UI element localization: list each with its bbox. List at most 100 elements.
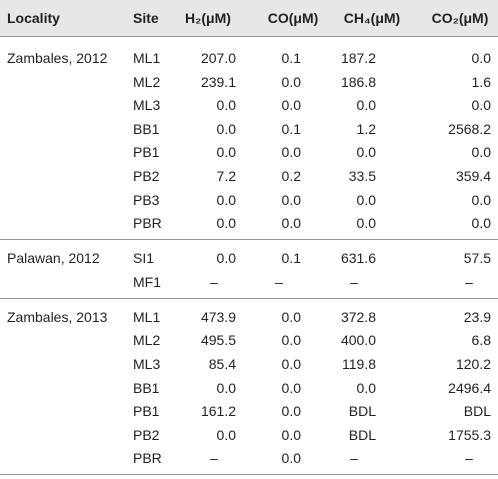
value: 0.0 [216, 120, 236, 137]
value: 6.8 [471, 332, 491, 349]
site: ML3 [133, 97, 161, 114]
value: 186.8 [340, 73, 376, 90]
locality: Zambales, 2013 [7, 308, 108, 325]
value: 7.2 [216, 168, 236, 184]
value: 0.0 [281, 215, 301, 232]
value: 0.0 [216, 426, 236, 443]
header-background [0, 0, 498, 36]
value: 0.0 [216, 215, 236, 232]
value: 495.5 [200, 332, 236, 349]
value: 23.9 [463, 308, 491, 325]
value: 187.2 [340, 50, 376, 66]
value: 631.6 [340, 250, 376, 267]
value: 372.8 [340, 308, 376, 325]
column-header: CO₂(μM) [431, 10, 489, 26]
value: 119.8 [342, 356, 376, 372]
site: BB1 [133, 120, 160, 137]
value: – [350, 450, 358, 467]
value: – [275, 273, 283, 290]
value: 0.0 [471, 50, 491, 66]
site: PB3 [133, 191, 160, 208]
value: 0.0 [281, 379, 301, 396]
locality: Zambales, 2012 [7, 50, 108, 66]
column-header: H₂(μM) [185, 10, 231, 26]
value: 207.0 [200, 50, 236, 66]
value: 0.0 [216, 144, 236, 161]
value: 0.0 [471, 191, 491, 208]
value: 0.0 [356, 191, 376, 208]
value: 2496.4 [448, 379, 491, 396]
locality: Palawan, 2012 [7, 250, 100, 267]
group-rule [0, 239, 498, 241]
value: 0.0 [281, 403, 301, 420]
group-rule [0, 297, 498, 299]
site: PB2 [133, 168, 160, 184]
site: PB2 [133, 426, 160, 443]
value: 33.5 [348, 168, 376, 184]
value: – [465, 450, 473, 467]
value: 0.1 [281, 120, 301, 137]
value: 0.0 [281, 191, 301, 208]
value: 0.0 [216, 250, 236, 267]
value: 0.0 [356, 379, 376, 396]
value: 0.0 [356, 215, 376, 232]
value: 0.0 [471, 144, 491, 161]
value: 0.0 [216, 379, 236, 396]
header-rule [0, 36, 498, 37]
column-header: CH₄(μM) [343, 10, 401, 26]
site: BB1 [133, 379, 160, 396]
value: 0.1 [281, 50, 301, 66]
value: 0.1 [281, 250, 301, 267]
value: 400.0 [340, 332, 376, 349]
value: 0.0 [356, 97, 376, 114]
value: 120.2 [455, 356, 491, 372]
value: BDL [348, 426, 376, 443]
value: 85.4 [208, 356, 236, 372]
site: ML1 [133, 50, 161, 66]
value: 239.1 [200, 73, 236, 90]
site: SI1 [133, 250, 155, 267]
site: ML3 [133, 356, 161, 372]
value: 473.9 [200, 308, 236, 325]
column-header: Locality [7, 10, 60, 26]
value: 57.5 [463, 250, 491, 267]
value: 0.0 [471, 215, 491, 232]
column-header: Site [133, 10, 159, 26]
column-header: CO(μM) [267, 10, 319, 26]
site: PBR [133, 215, 162, 232]
site: PB1 [133, 144, 160, 161]
value: 0.0 [281, 73, 301, 90]
value: – [210, 273, 218, 290]
value: 0.0 [281, 308, 301, 325]
value: – [465, 273, 473, 290]
value: 0.0 [281, 97, 301, 114]
site: PBR [133, 450, 162, 467]
value: 0.0 [216, 97, 236, 114]
value: 0.0 [356, 144, 376, 161]
value: 1755.3 [448, 426, 491, 443]
value: 0.0 [471, 97, 491, 114]
value: 1.2 [356, 120, 376, 137]
value: 0.0 [281, 332, 301, 349]
value: 0.0 [281, 450, 301, 467]
value: 0.0 [216, 191, 236, 208]
site: ML2 [133, 73, 161, 90]
value: 0.0 [281, 426, 301, 443]
value: 161.2 [200, 403, 236, 420]
site: ML1 [133, 308, 161, 325]
value: 0.2 [281, 168, 301, 184]
site: PB1 [133, 403, 160, 420]
value: 0.0 [281, 356, 301, 372]
value: 0.0 [281, 144, 301, 161]
value: 2568.2 [448, 120, 491, 137]
value: BDL [348, 403, 376, 420]
value: BDL [463, 403, 491, 420]
value: – [210, 450, 218, 467]
value: 1.6 [471, 73, 491, 90]
value: – [350, 273, 358, 290]
value: 359.4 [455, 168, 491, 184]
group-rule [0, 474, 498, 476]
site: MF1 [133, 273, 161, 290]
site: ML2 [133, 332, 161, 349]
